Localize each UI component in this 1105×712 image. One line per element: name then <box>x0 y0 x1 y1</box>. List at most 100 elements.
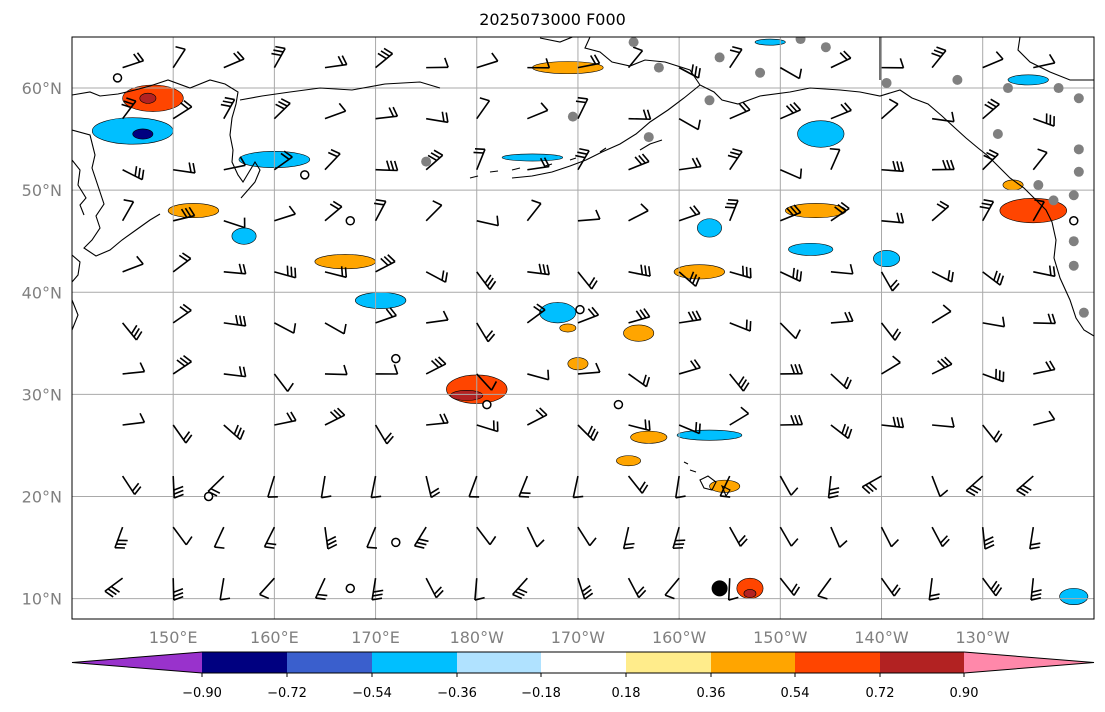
barb-feather <box>646 109 652 120</box>
wind-barb <box>780 363 804 375</box>
wind-barb <box>425 200 443 222</box>
barb-feather <box>1029 546 1040 550</box>
barb-feather <box>238 263 243 274</box>
wind-barb <box>213 526 225 549</box>
barb-feather <box>133 53 141 63</box>
wind-barb <box>173 206 196 222</box>
barb-feather <box>691 157 698 168</box>
barb-feather <box>224 96 235 101</box>
barb-staff <box>425 577 437 599</box>
barb-feather <box>479 97 490 102</box>
barb-staff <box>678 366 701 375</box>
anomaly-patch <box>673 264 725 280</box>
barb-feather <box>624 542 635 546</box>
latitude-label: 30°N <box>22 385 62 404</box>
barb-feather <box>330 148 341 155</box>
barb-feather <box>841 423 847 434</box>
wind-barb <box>366 526 378 549</box>
barb-staff <box>622 526 630 549</box>
wind-barb <box>122 255 144 273</box>
barb-feather <box>890 539 899 548</box>
barb-feather <box>899 58 905 69</box>
barb-feather <box>640 203 649 212</box>
colorbar-bin <box>541 652 626 673</box>
barb-feather <box>786 207 794 216</box>
barb-feather <box>694 421 698 433</box>
wind-barb <box>476 52 499 69</box>
wind-barb <box>729 45 743 69</box>
wind-barb <box>931 200 950 222</box>
wind-barb <box>1016 475 1034 497</box>
longitude-label: 160°W <box>652 628 707 647</box>
anomaly-patch <box>788 242 834 256</box>
barb-feather <box>173 489 184 495</box>
barb-staff <box>881 424 904 429</box>
barb-feather <box>182 252 192 260</box>
barb-staff <box>678 117 699 131</box>
barb-feather <box>430 360 440 369</box>
station-dot-gray <box>1078 307 1089 318</box>
barb-staff <box>172 476 176 499</box>
barb-staff <box>861 475 882 488</box>
wind-barb <box>880 322 902 341</box>
wind-barb <box>527 263 550 276</box>
barb-staff <box>779 66 800 80</box>
wind-barb <box>880 98 899 120</box>
colorbar-label: −0.18 <box>521 686 561 701</box>
barb-feather <box>900 212 905 223</box>
barb-feather <box>430 491 441 499</box>
barb-feather <box>266 542 277 546</box>
barb-feather <box>287 382 294 392</box>
barb-feather <box>275 45 286 50</box>
barb-staff <box>476 373 493 391</box>
wind-barb <box>881 212 905 224</box>
wind-barb <box>827 475 840 499</box>
barb-feather <box>387 254 396 263</box>
barb-feather <box>645 376 651 387</box>
barb-feather <box>785 105 794 114</box>
wind-barb <box>628 109 652 121</box>
barb-staff <box>678 212 701 222</box>
barb-feather <box>535 409 544 418</box>
wind-barb <box>982 270 1005 286</box>
barb-feather <box>107 588 117 596</box>
barb-feather <box>865 484 874 493</box>
colorbar-label: 0.90 <box>950 686 979 701</box>
barb-staff <box>114 526 124 549</box>
barb-feather <box>182 303 192 311</box>
wind-barb <box>526 407 548 426</box>
barb-feather <box>847 428 853 439</box>
station-dot-gray <box>643 132 654 143</box>
wind-barb <box>678 117 701 131</box>
wind-barb <box>779 475 799 496</box>
barb-feather <box>1034 199 1045 203</box>
barb-staff <box>172 578 175 601</box>
barb-feather <box>329 411 339 420</box>
barb-feather <box>693 205 701 214</box>
barb-feather <box>385 308 394 318</box>
barb-feather <box>588 277 596 287</box>
barb-feather <box>828 494 839 499</box>
longitude-labels: 150°E 160°E 170°E 180°W 170°W 160°W 150°W 140°W… <box>149 628 1010 647</box>
station-dot-gray <box>881 77 892 88</box>
station-dot-open <box>575 304 585 315</box>
latitude-label: 50°N <box>22 181 62 200</box>
wind-barb <box>271 45 286 69</box>
wind-barb <box>172 354 192 375</box>
barb-feather <box>283 150 293 158</box>
wind-barb <box>880 526 899 548</box>
anomaly-patch <box>132 128 154 140</box>
wind-barb <box>627 577 647 599</box>
barb-staff <box>426 422 449 426</box>
barb-feather <box>892 416 897 427</box>
barb-staff <box>425 154 444 171</box>
station-dot-large <box>711 580 728 597</box>
barb-feather <box>577 96 588 100</box>
barb-feather <box>185 434 193 444</box>
barb-staff <box>259 577 275 596</box>
wind-barb <box>779 66 803 80</box>
anomaly-patch <box>167 203 220 219</box>
barb-feather <box>333 409 342 418</box>
barb-feather <box>993 430 1000 440</box>
barb-staff <box>324 206 343 222</box>
